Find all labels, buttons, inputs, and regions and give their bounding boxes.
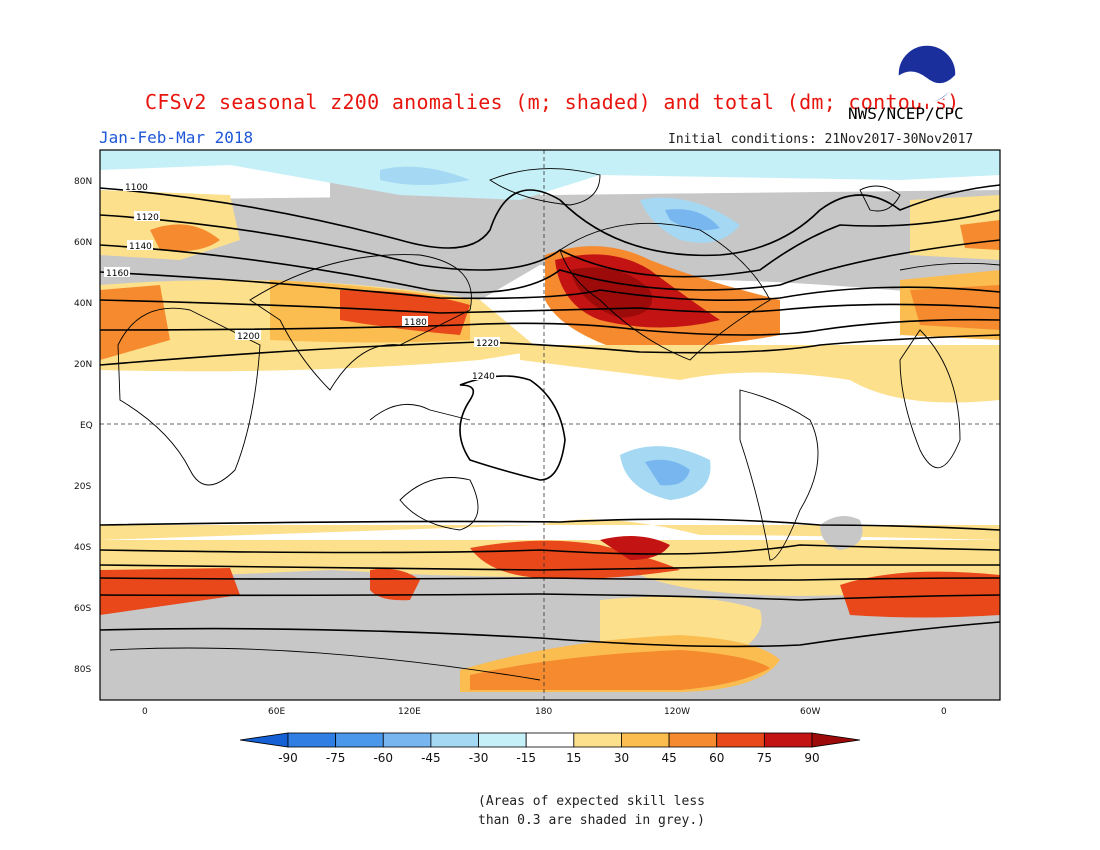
contour-label-1100: 1100: [125, 183, 148, 193]
map-title: CFSv2 seasonal z200 anomalies (m; shaded…: [145, 90, 960, 114]
contour-labels: 1100 1120 1140 1160 1180 1200 1220 1240: [104, 181, 500, 382]
lon-label-180: 180: [535, 707, 552, 717]
skill-footnote: (Areas of expected skill less than 0.3 a…: [478, 792, 705, 830]
lat-label-80n: 80N: [74, 177, 92, 187]
lat-label-40s: 40S: [74, 543, 91, 553]
lon-label-120e: 120E: [398, 707, 421, 717]
latitude-axis: 80N 60N 40N 20N EQ 20S 40S 60S 80S: [74, 177, 93, 675]
contour-label-1160: 1160: [106, 269, 129, 279]
footnote-line-1: (Areas of expected skill less: [478, 794, 705, 809]
lat-label-eq: EQ: [80, 421, 93, 431]
contour-label-1200: 1200: [237, 332, 260, 342]
lat-label-20s: 20S: [74, 482, 91, 492]
initial-conditions-label: Initial conditions: 21Nov2017-30Nov2017: [668, 132, 974, 147]
contour-label-1240: 1240: [472, 372, 495, 382]
coastlines: [109, 168, 1000, 681]
contour-label-1140: 1140: [129, 242, 152, 252]
agency-label: NWS/NCEP/CPC: [848, 104, 964, 123]
lon-label-0-left: 0: [142, 707, 148, 717]
contour-label-1120: 1120: [136, 213, 159, 223]
height-contours: [100, 184, 1000, 648]
lat-label-60s: 60S: [74, 604, 91, 614]
longitude-axis: 0 60E 120E 180 120W 60W 0: [142, 707, 947, 717]
lat-label-20n: 20N: [74, 360, 92, 370]
lat-label-80s: 80S: [74, 665, 91, 675]
lat-label-60n: 60N: [74, 238, 92, 248]
footnote-line-2: than 0.3 are shaded in grey.): [478, 813, 705, 828]
lon-label-120w: 120W: [664, 707, 690, 717]
contour-label-1180: 1180: [404, 318, 427, 328]
lat-label-40n: 40N: [74, 299, 92, 309]
lon-label-60e: 60E: [268, 707, 285, 717]
map-gridlines: [100, 150, 1000, 700]
season-label: Jan-Feb-Mar 2018: [99, 128, 254, 147]
map-frame: [99, 149, 1001, 701]
lon-label-60w: 60W: [800, 707, 820, 717]
lon-label-0-right: 0: [941, 707, 947, 717]
contour-label-1220: 1220: [476, 339, 499, 349]
anomaly-map: 1100 1120 1140 1160 1180 1200 1220 1240 …: [74, 149, 1001, 717]
noaa-logo: [897, 44, 957, 104]
